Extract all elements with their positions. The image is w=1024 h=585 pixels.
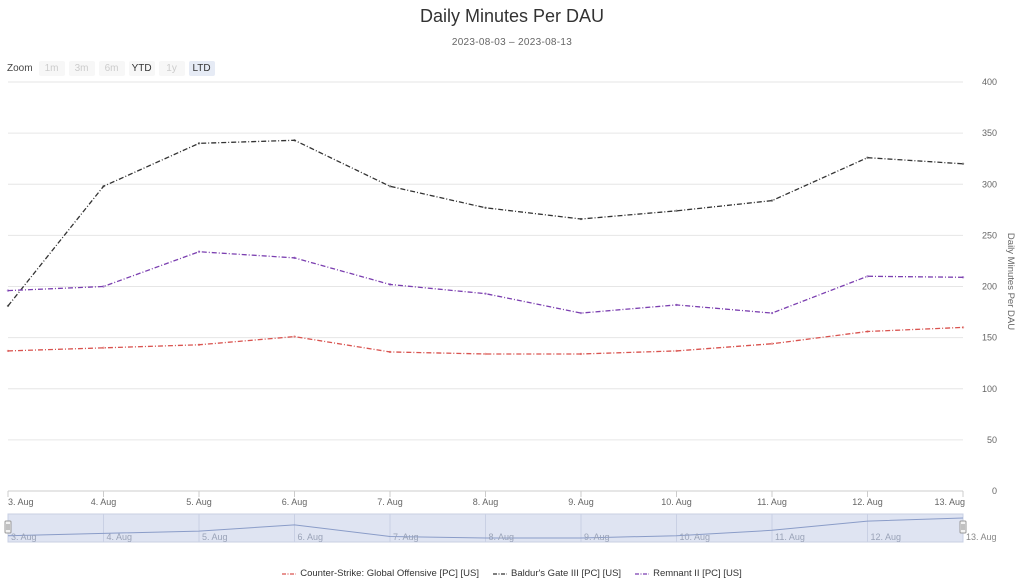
x-tick-label: 7. Aug bbox=[377, 497, 403, 507]
legend-item-bg3[interactable]: Baldur's Gate III [PC] [US] bbox=[493, 568, 621, 579]
x-tick-label: 5. Aug bbox=[186, 497, 212, 507]
x-tick-label: 9. Aug bbox=[568, 497, 594, 507]
data-point bbox=[6, 349, 10, 353]
navigator-x-label: 8. Aug bbox=[489, 532, 515, 542]
data-point bbox=[6, 304, 10, 308]
navigator-x-label: 4. Aug bbox=[107, 532, 133, 542]
data-point bbox=[484, 206, 487, 209]
y-tick-label: 300 bbox=[982, 179, 997, 189]
y-tick-label: 250 bbox=[982, 230, 997, 240]
x-tick-label: 3. Aug bbox=[8, 497, 34, 507]
data-point bbox=[961, 326, 965, 329]
data-point bbox=[388, 283, 392, 286]
navigator-handle-left[interactable] bbox=[4, 520, 12, 534]
data-point bbox=[770, 342, 774, 345]
navigator-x-label: 11. Aug bbox=[775, 532, 805, 542]
data-point bbox=[866, 156, 869, 159]
y-tick-label: 50 bbox=[987, 435, 997, 445]
navigator-x-label: 3. Aug bbox=[11, 532, 37, 542]
data-point bbox=[961, 162, 965, 165]
zoom-button-ltd[interactable]: LTD bbox=[188, 60, 215, 76]
data-point bbox=[866, 330, 869, 333]
legend-swatch-remnant bbox=[635, 572, 650, 575]
legend-swatch-csgo bbox=[282, 572, 297, 575]
data-point bbox=[770, 311, 774, 315]
navigator-x-label: 7. Aug bbox=[393, 532, 419, 542]
series-line-2[interactable] bbox=[7, 251, 964, 314]
zoom-label: Zoom bbox=[7, 62, 33, 74]
navigator-series-line bbox=[7, 517, 964, 539]
data-point bbox=[102, 346, 105, 350]
navigator-x-label: 9. Aug bbox=[584, 532, 610, 542]
y-tick-label: 150 bbox=[982, 333, 997, 343]
data-point bbox=[770, 199, 774, 202]
data-point bbox=[675, 349, 678, 353]
zoom-button-3m[interactable]: 3m bbox=[68, 60, 95, 76]
navigator-handle-right[interactable] bbox=[959, 520, 967, 534]
series-line-0[interactable] bbox=[7, 326, 964, 355]
legend-item-csgo[interactable]: Counter-Strike: Global Offensive [PC] [U… bbox=[282, 568, 479, 579]
navigator-x-label: 13. Aug bbox=[966, 532, 997, 542]
data-point bbox=[293, 256, 296, 260]
x-tick-label: 11. Aug bbox=[757, 497, 787, 507]
x-tick-label: 6. Aug bbox=[282, 497, 308, 507]
x-tick-label: 10. Aug bbox=[661, 497, 692, 507]
x-tick-label: 8. Aug bbox=[473, 497, 499, 507]
data-point bbox=[388, 350, 392, 354]
y-tick-label: 200 bbox=[982, 282, 997, 292]
zoom-button-ytd[interactable]: YTD bbox=[128, 60, 155, 76]
data-point bbox=[484, 352, 487, 356]
data-point bbox=[197, 250, 201, 253]
data-point bbox=[579, 217, 583, 221]
x-tick-label: 12. Aug bbox=[852, 497, 883, 507]
data-point bbox=[102, 185, 105, 188]
chart-title: Daily Minutes Per DAU bbox=[419, 6, 605, 26]
data-point bbox=[961, 276, 965, 279]
data-point bbox=[579, 352, 583, 356]
data-point bbox=[484, 292, 487, 295]
x-tick-label: 4. Aug bbox=[91, 497, 117, 507]
series-line-1[interactable] bbox=[7, 139, 964, 307]
y-tick-label: 100 bbox=[982, 384, 997, 394]
navigator-x-label: 10. Aug bbox=[680, 532, 711, 542]
data-point bbox=[579, 311, 583, 315]
navigator-x-label: 6. Aug bbox=[298, 532, 324, 542]
zoom-button-1y[interactable]: 1y bbox=[158, 60, 185, 76]
data-point bbox=[293, 335, 296, 338]
y-tick-label: 0 bbox=[992, 486, 997, 496]
zoom-button-1m[interactable]: 1m bbox=[38, 60, 65, 76]
data-point bbox=[102, 285, 105, 288]
data-point bbox=[675, 209, 678, 213]
legend-label-csgo: Counter-Strike: Global Offensive [PC] [U… bbox=[300, 568, 480, 579]
data-point bbox=[197, 142, 201, 145]
data-point bbox=[6, 289, 10, 292]
y-tick-label: 400 bbox=[982, 77, 997, 87]
x-tick-label: 13. Aug bbox=[934, 497, 965, 507]
data-point bbox=[388, 185, 392, 188]
y-axis-title: Daily Minutes Per DAU bbox=[1005, 233, 1016, 330]
zoom-button-6m[interactable]: 6m bbox=[98, 60, 125, 76]
data-point bbox=[866, 275, 869, 278]
zoom-selector: Zoom 1m 3m 6m YTD 1y LTD bbox=[7, 60, 219, 76]
legend-label-bg3: Baldur's Gate III [PC] [US] bbox=[511, 568, 622, 579]
data-point bbox=[675, 303, 678, 307]
data-point bbox=[293, 139, 296, 142]
legend-label-remnant: Remnant II [PC] [US] bbox=[653, 568, 742, 579]
legend-swatch-bg3 bbox=[493, 572, 508, 575]
y-tick-label: 350 bbox=[982, 128, 997, 138]
data-point bbox=[197, 343, 201, 346]
chart-subtitle: 2023-08-03 – 2023-08-13 bbox=[451, 37, 573, 48]
navigator-x-label: 5. Aug bbox=[202, 532, 228, 542]
navigator-x-label: 12. Aug bbox=[871, 532, 902, 542]
chart-legend: Counter-Strike: Global Offensive [PC] [U… bbox=[0, 568, 1024, 579]
legend-item-remnant[interactable]: Remnant II [PC] [US] bbox=[635, 568, 742, 579]
